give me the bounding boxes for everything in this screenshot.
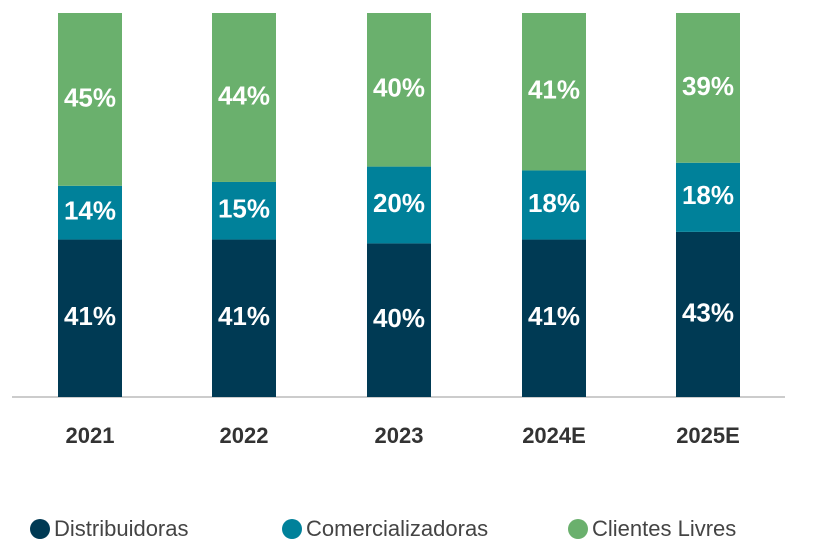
bar-segment (522, 239, 586, 397)
value-label: 45% (64, 82, 116, 112)
value-label: 18% (528, 188, 580, 218)
legend-swatch (30, 519, 50, 539)
legend-swatch (282, 519, 302, 539)
x-tick-label: 2021 (66, 423, 115, 448)
value-label: 39% (682, 71, 734, 101)
x-tick-label: 2023 (375, 423, 424, 448)
bar-segment (367, 166, 431, 244)
x-tick-label: 2022 (220, 423, 269, 448)
bar-segment (58, 13, 122, 186)
bar-segment (212, 13, 276, 182)
value-label: 41% (528, 75, 580, 105)
bar-segment (367, 243, 431, 397)
bar-segment (676, 162, 740, 232)
bar-segment (212, 181, 276, 240)
legend-swatch (568, 519, 588, 539)
x-tick-label: 2025E (676, 423, 740, 448)
value-label: 15% (218, 194, 270, 224)
value-label: 44% (218, 80, 270, 110)
value-label: 41% (218, 301, 270, 331)
value-label: 41% (528, 301, 580, 331)
bar-segment (522, 170, 586, 240)
bar-segment (676, 231, 740, 397)
bar-segment (58, 239, 122, 397)
legend-label: Comercializadoras (306, 516, 488, 541)
legend-label: Clientes Livres (592, 516, 736, 541)
value-label: 41% (64, 301, 116, 331)
value-label: 20% (373, 188, 425, 218)
x-tick-label: 2024E (522, 423, 586, 448)
bar-segment (676, 13, 740, 163)
bar-segment (367, 13, 431, 167)
bar-segment (522, 13, 586, 171)
value-label: 43% (682, 297, 734, 327)
value-label: 14% (64, 196, 116, 226)
value-label: 18% (682, 180, 734, 210)
bar-segment (58, 185, 122, 240)
value-label: 40% (373, 73, 425, 103)
value-label: 40% (373, 303, 425, 333)
legend-label: Distribuidoras (54, 516, 189, 541)
bar-segment (212, 239, 276, 397)
